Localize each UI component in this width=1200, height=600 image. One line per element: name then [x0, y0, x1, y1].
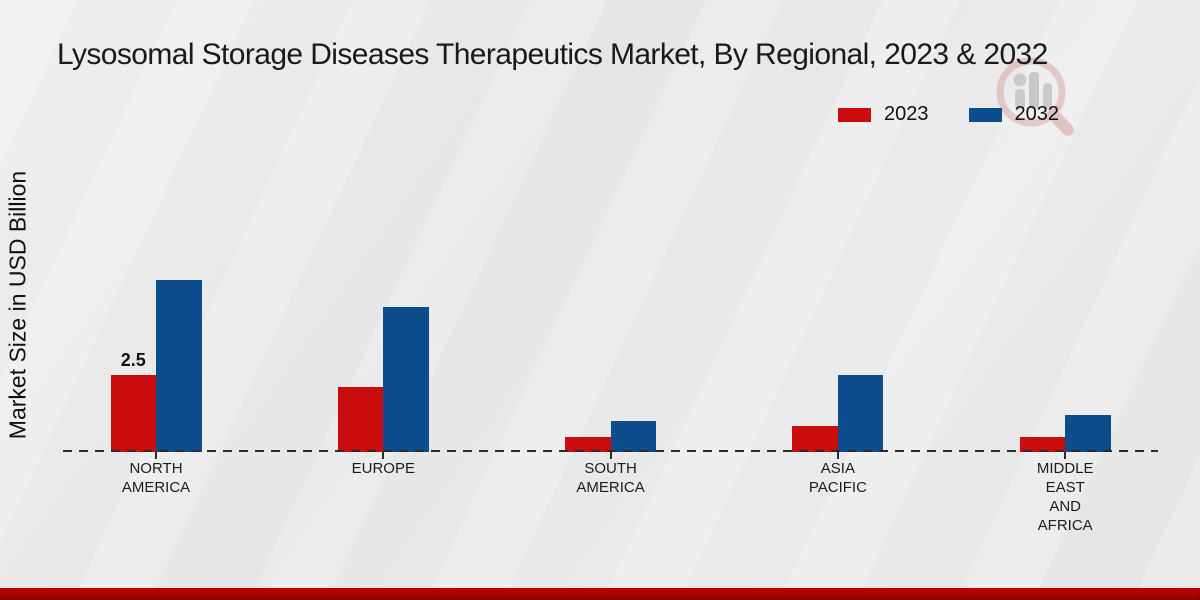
- bar-value-label-2023: 2.5: [120, 350, 146, 370]
- category-label-asia-pacific: ASIA PACIFIC: [808, 460, 867, 496]
- bar-2023-europe: [337, 387, 384, 452]
- y-axis-title: Market Size in USD Billion: [4, 170, 31, 440]
- axis-tick-middle-east-and-africa: [1064, 452, 1067, 459]
- x-axis-baseline: [63, 450, 1158, 452]
- legend-label-2023: 2023: [884, 103, 929, 125]
- axis-tick-north-america: [155, 452, 157, 459]
- bar-2023-north-america: [110, 375, 156, 452]
- category-label-middle-east-and-africa: MIDDLE EAST AND AFRICA: [1036, 460, 1094, 534]
- bar-2032-asia-pacific: [837, 375, 884, 452]
- category-label-north-america: NORTH AMERICA: [121, 460, 191, 496]
- legend-item-2023: 2023: [838, 103, 929, 126]
- legend-swatch-2023-icon: [838, 107, 871, 122]
- bar-2032-middle-east-and-africa: [1065, 415, 1111, 452]
- bar-2023-middle-east-and-africa: [1019, 436, 1066, 452]
- legend-label-2032: 2032: [1014, 103, 1060, 125]
- bar-2032-north-america: [156, 279, 202, 452]
- legend-item-2032: 2032: [968, 103, 1060, 126]
- bar-2023-asia-pacific: [792, 425, 838, 452]
- bar-2023-south-america: [565, 436, 611, 452]
- bar-2032-south-america: [610, 421, 657, 452]
- footer-accent-bar: [0, 588, 1200, 600]
- bar-2032-europe: [383, 307, 429, 452]
- axis-tick-europe: [382, 452, 385, 459]
- category-label-europe: EUROPE: [351, 460, 415, 477]
- legend-swatch-2032-icon: [968, 107, 1002, 122]
- axis-tick-asia-pacific: [836, 452, 839, 459]
- magnifier-logo-watermark: [990, 52, 1082, 142]
- chart-title: Lysosomal Storage Diseases Therapeutics …: [57, 38, 1048, 71]
- legend: 2023 2032: [838, 103, 1059, 126]
- axis-tick-south-america: [609, 452, 612, 459]
- category-label-south-america: SOUTH AMERICA: [576, 460, 645, 496]
